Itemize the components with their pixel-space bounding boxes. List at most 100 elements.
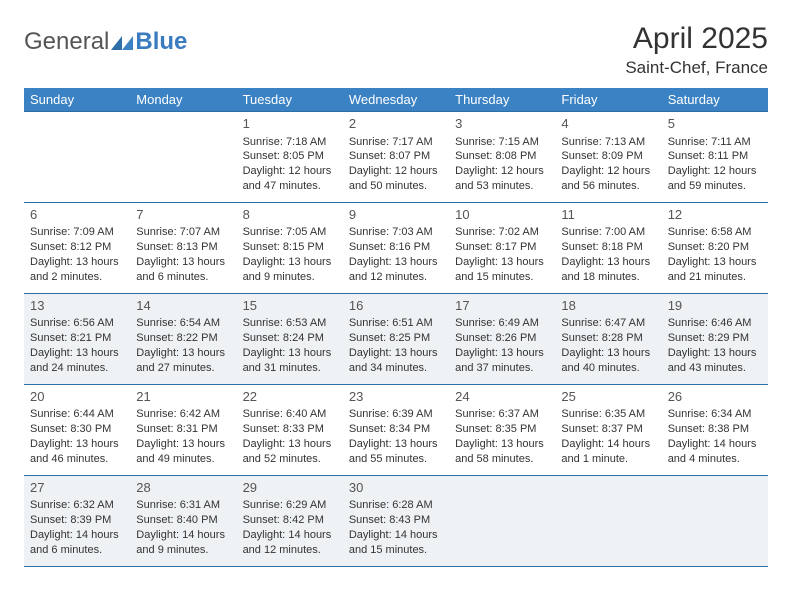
daylight-text: Daylight: 13 hours and 43 minutes. [668, 346, 762, 376]
day-number: 13 [30, 297, 124, 315]
sunrise-text: Sunrise: 6:53 AM [243, 316, 337, 331]
sunrise-text: Sunrise: 7:15 AM [455, 135, 549, 150]
sunset-text: Sunset: 8:13 PM [136, 240, 230, 255]
calendar-week: 20Sunrise: 6:44 AMSunset: 8:30 PMDayligh… [24, 384, 768, 475]
sunrise-text: Sunrise: 6:29 AM [243, 498, 337, 513]
sunset-text: Sunset: 8:37 PM [561, 422, 655, 437]
daylight-text: Daylight: 13 hours and 31 minutes. [243, 346, 337, 376]
day-number: 3 [455, 115, 549, 133]
daylight-text: Daylight: 12 hours and 53 minutes. [455, 164, 549, 194]
day-number: 14 [136, 297, 230, 315]
daylight-text: Daylight: 13 hours and 24 minutes. [30, 346, 124, 376]
calendar-cell: 10Sunrise: 7:02 AMSunset: 8:17 PMDayligh… [449, 202, 555, 293]
daylight-text: Daylight: 14 hours and 4 minutes. [668, 437, 762, 467]
calendar-week: 27Sunrise: 6:32 AMSunset: 8:39 PMDayligh… [24, 475, 768, 566]
sunrise-text: Sunrise: 6:54 AM [136, 316, 230, 331]
sunrise-text: Sunrise: 7:11 AM [668, 135, 762, 150]
calendar-table: SundayMondayTuesdayWednesdayThursdayFrid… [24, 88, 768, 567]
daylight-text: Daylight: 13 hours and 2 minutes. [30, 255, 124, 285]
sunset-text: Sunset: 8:18 PM [561, 240, 655, 255]
day-number: 6 [30, 206, 124, 224]
day-header: Wednesday [343, 88, 449, 112]
day-number: 12 [668, 206, 762, 224]
day-number: 7 [136, 206, 230, 224]
sunrise-text: Sunrise: 6:47 AM [561, 316, 655, 331]
calendar-cell: 30Sunrise: 6:28 AMSunset: 8:43 PMDayligh… [343, 475, 449, 566]
daylight-text: Daylight: 13 hours and 55 minutes. [349, 437, 443, 467]
daylight-text: Daylight: 13 hours and 21 minutes. [668, 255, 762, 285]
day-number: 15 [243, 297, 337, 315]
sunset-text: Sunset: 8:21 PM [30, 331, 124, 346]
sunset-text: Sunset: 8:12 PM [30, 240, 124, 255]
sunrise-text: Sunrise: 7:17 AM [349, 135, 443, 150]
title-block: April 2025 Saint-Chef, France [625, 22, 768, 78]
calendar-cell [662, 475, 768, 566]
sunrise-text: Sunrise: 6:39 AM [349, 407, 443, 422]
calendar-cell: 18Sunrise: 6:47 AMSunset: 8:28 PMDayligh… [555, 293, 661, 384]
logo-text-left: General [24, 28, 109, 56]
day-number: 2 [349, 115, 443, 133]
calendar-cell: 20Sunrise: 6:44 AMSunset: 8:30 PMDayligh… [24, 384, 130, 475]
sunrise-text: Sunrise: 7:07 AM [136, 225, 230, 240]
sunset-text: Sunset: 8:28 PM [561, 331, 655, 346]
daylight-text: Daylight: 13 hours and 34 minutes. [349, 346, 443, 376]
day-number: 19 [668, 297, 762, 315]
sunset-text: Sunset: 8:35 PM [455, 422, 549, 437]
day-number: 18 [561, 297, 655, 315]
sunrise-text: Sunrise: 6:58 AM [668, 225, 762, 240]
sunset-text: Sunset: 8:09 PM [561, 149, 655, 164]
day-number: 9 [349, 206, 443, 224]
sunset-text: Sunset: 8:33 PM [243, 422, 337, 437]
calendar-cell: 5Sunrise: 7:11 AMSunset: 8:11 PMDaylight… [662, 112, 768, 203]
day-number: 23 [349, 388, 443, 406]
sunrise-text: Sunrise: 7:18 AM [243, 135, 337, 150]
sunrise-text: Sunrise: 7:09 AM [30, 225, 124, 240]
sunrise-text: Sunrise: 7:02 AM [455, 225, 549, 240]
day-number: 17 [455, 297, 549, 315]
sunset-text: Sunset: 8:05 PM [243, 149, 337, 164]
calendar-cell: 15Sunrise: 6:53 AMSunset: 8:24 PMDayligh… [237, 293, 343, 384]
sunrise-text: Sunrise: 6:32 AM [30, 498, 124, 513]
sunrise-text: Sunrise: 7:03 AM [349, 225, 443, 240]
sunrise-text: Sunrise: 6:44 AM [30, 407, 124, 422]
sunset-text: Sunset: 8:22 PM [136, 331, 230, 346]
calendar-cell: 1Sunrise: 7:18 AMSunset: 8:05 PMDaylight… [237, 112, 343, 203]
daylight-text: Daylight: 14 hours and 1 minute. [561, 437, 655, 467]
calendar-cell: 29Sunrise: 6:29 AMSunset: 8:42 PMDayligh… [237, 475, 343, 566]
calendar-cell: 22Sunrise: 6:40 AMSunset: 8:33 PMDayligh… [237, 384, 343, 475]
daylight-text: Daylight: 13 hours and 46 minutes. [30, 437, 124, 467]
calendar-cell: 8Sunrise: 7:05 AMSunset: 8:15 PMDaylight… [237, 202, 343, 293]
day-header: Sunday [24, 88, 130, 112]
sunset-text: Sunset: 8:07 PM [349, 149, 443, 164]
day-header: Monday [130, 88, 236, 112]
day-header-row: SundayMondayTuesdayWednesdayThursdayFrid… [24, 88, 768, 112]
calendar-cell [24, 112, 130, 203]
daylight-text: Daylight: 13 hours and 12 minutes. [349, 255, 443, 285]
calendar-cell: 19Sunrise: 6:46 AMSunset: 8:29 PMDayligh… [662, 293, 768, 384]
sunset-text: Sunset: 8:40 PM [136, 513, 230, 528]
calendar-week: 6Sunrise: 7:09 AMSunset: 8:12 PMDaylight… [24, 202, 768, 293]
daylight-text: Daylight: 14 hours and 9 minutes. [136, 528, 230, 558]
sunset-text: Sunset: 8:20 PM [668, 240, 762, 255]
day-number: 11 [561, 206, 655, 224]
sunset-text: Sunset: 8:16 PM [349, 240, 443, 255]
calendar-cell [130, 112, 236, 203]
sunset-text: Sunset: 8:29 PM [668, 331, 762, 346]
sunrise-text: Sunrise: 7:13 AM [561, 135, 655, 150]
day-number: 20 [30, 388, 124, 406]
daylight-text: Daylight: 12 hours and 56 minutes. [561, 164, 655, 194]
calendar-cell: 14Sunrise: 6:54 AMSunset: 8:22 PMDayligh… [130, 293, 236, 384]
daylight-text: Daylight: 13 hours and 37 minutes. [455, 346, 549, 376]
calendar-cell: 4Sunrise: 7:13 AMSunset: 8:09 PMDaylight… [555, 112, 661, 203]
sunrise-text: Sunrise: 6:46 AM [668, 316, 762, 331]
sunrise-text: Sunrise: 7:05 AM [243, 225, 337, 240]
sunrise-text: Sunrise: 6:51 AM [349, 316, 443, 331]
day-number: 16 [349, 297, 443, 315]
sunrise-text: Sunrise: 6:31 AM [136, 498, 230, 513]
calendar-cell: 11Sunrise: 7:00 AMSunset: 8:18 PMDayligh… [555, 202, 661, 293]
sunset-text: Sunset: 8:25 PM [349, 331, 443, 346]
daylight-text: Daylight: 13 hours and 9 minutes. [243, 255, 337, 285]
sunrise-text: Sunrise: 7:00 AM [561, 225, 655, 240]
calendar-cell: 6Sunrise: 7:09 AMSunset: 8:12 PMDaylight… [24, 202, 130, 293]
calendar-cell: 23Sunrise: 6:39 AMSunset: 8:34 PMDayligh… [343, 384, 449, 475]
